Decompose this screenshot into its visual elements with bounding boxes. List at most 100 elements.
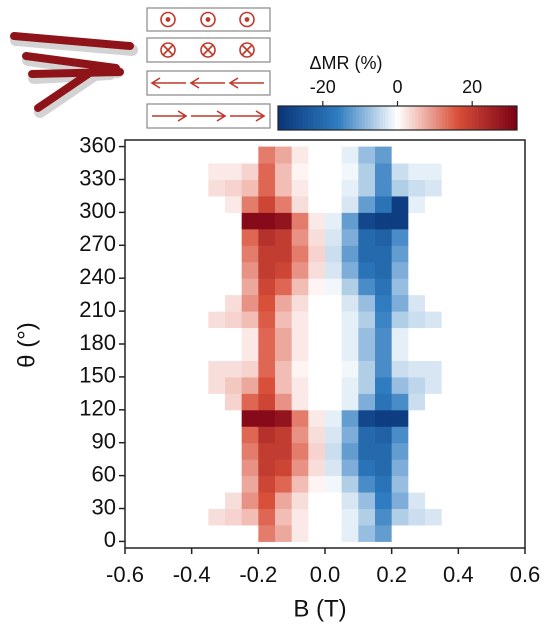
heatmap-cell — [441, 261, 459, 279]
heatmap-cell — [158, 426, 176, 444]
heatmap-cell — [225, 228, 243, 246]
heatmap-cell — [141, 376, 159, 394]
heatmap-cell — [408, 442, 426, 460]
heatmap-cell — [208, 179, 226, 197]
colorbar-swatch — [496, 106, 500, 130]
heatmap-cell — [475, 245, 493, 263]
heatmap-cell — [308, 442, 326, 460]
heatmap-cell — [475, 261, 493, 279]
colorbar-swatch — [394, 106, 398, 130]
heatmap-cell — [325, 228, 343, 246]
heatmap-cell — [191, 360, 209, 378]
heatmap-cell — [358, 261, 376, 279]
colorbar-swatch — [490, 106, 494, 130]
colorbar-swatch — [316, 106, 321, 130]
heatmap-cell — [308, 508, 326, 526]
heatmap-cell — [225, 294, 243, 312]
heatmap-cell — [225, 492, 243, 510]
heatmap-cell — [225, 376, 243, 394]
colorbar-swatch — [346, 106, 351, 130]
heatmap-cell — [341, 492, 359, 510]
heatmap-cell — [491, 524, 509, 542]
heatmap-cell — [358, 459, 376, 477]
heatmap-cell — [175, 344, 193, 361]
heatmap-cell — [241, 409, 259, 427]
heatmap-cell — [475, 278, 493, 296]
colorbar-swatch — [439, 106, 443, 130]
heatmap-cell — [508, 524, 526, 542]
heatmap-cell — [408, 195, 426, 213]
colorbar-swatch — [373, 106, 378, 130]
heatmap-cell — [475, 459, 493, 477]
heatmap-cell — [191, 163, 209, 180]
heatmap-cell — [475, 146, 493, 164]
colorbar-swatch — [298, 106, 303, 130]
colorbar-swatch — [466, 106, 470, 130]
heatmap-cell — [125, 245, 143, 263]
heatmap-cell — [458, 261, 476, 279]
heatmap-cell — [458, 393, 476, 411]
heatmap-cell — [425, 294, 443, 312]
heatmap-cell — [441, 524, 459, 542]
heatmap-cell — [208, 524, 226, 542]
y-tick-label: 150 — [79, 363, 116, 388]
heatmap-cell — [375, 294, 393, 312]
heatmap-cell — [275, 442, 293, 460]
heatmap-cell — [208, 245, 226, 263]
heatmap-cell — [425, 426, 443, 444]
heatmap-cell — [308, 278, 326, 296]
colorbar-swatch — [502, 106, 506, 130]
heatmap-cell — [325, 212, 343, 230]
heatmap-cell — [258, 245, 276, 263]
heatmap-cell — [125, 475, 143, 493]
heatmap-cell — [325, 261, 343, 279]
heatmap-cell — [308, 195, 326, 213]
heatmap-cell — [375, 475, 393, 493]
heatmap-cell — [258, 393, 276, 411]
heatmap-cell — [491, 344, 509, 361]
heatmap-cell — [341, 228, 359, 246]
heatmap-cell — [291, 294, 309, 312]
heatmap-cell — [491, 278, 509, 296]
colorbar-swatch — [499, 106, 503, 130]
heatmap-cell — [408, 261, 426, 279]
heatmap-cell — [491, 376, 509, 394]
heatmap-cell — [208, 294, 226, 312]
heatmap-cell — [375, 311, 393, 329]
heatmap-cell — [325, 360, 343, 378]
heatmap-cell — [441, 294, 459, 312]
heatmap-cell — [125, 179, 143, 197]
heatmap-cell — [175, 294, 193, 312]
heatmap-cell — [491, 360, 509, 378]
heatmap-cell — [425, 146, 443, 164]
colorbar-swatch — [358, 106, 363, 130]
heatmap-cell — [375, 459, 393, 477]
heatmap-cell — [191, 294, 209, 312]
heatmap-cell — [275, 393, 293, 411]
colorbar-swatch — [433, 106, 437, 130]
heatmap-cell — [141, 492, 159, 510]
heatmap-cell — [425, 376, 443, 394]
heatmap-cell — [308, 311, 326, 329]
colorbar-swatch — [310, 106, 315, 130]
heatmap-cell — [125, 344, 143, 361]
heatmap-cell — [408, 376, 426, 394]
heatmap-cell — [391, 294, 409, 312]
heatmap-cell — [125, 393, 143, 411]
colorbar-swatch — [295, 106, 300, 130]
colorbar-swatch — [505, 106, 509, 130]
heatmap-cell — [191, 492, 209, 510]
heatmap-cell — [341, 442, 359, 460]
colorbar: -20 0 20 — [277, 77, 518, 131]
heatmap-cell — [308, 212, 326, 230]
heatmap-cell — [141, 212, 159, 230]
colorbar-swatch — [457, 106, 461, 130]
heatmap-cell — [291, 492, 309, 510]
heatmap-cell — [391, 344, 409, 361]
heatmap-cell — [291, 376, 309, 394]
heatmap-cell — [325, 327, 343, 345]
heatmap-cell — [175, 393, 193, 411]
colorbar-swatch — [319, 106, 324, 130]
heatmap-cell — [325, 459, 343, 477]
heatmap-cell — [391, 492, 409, 510]
